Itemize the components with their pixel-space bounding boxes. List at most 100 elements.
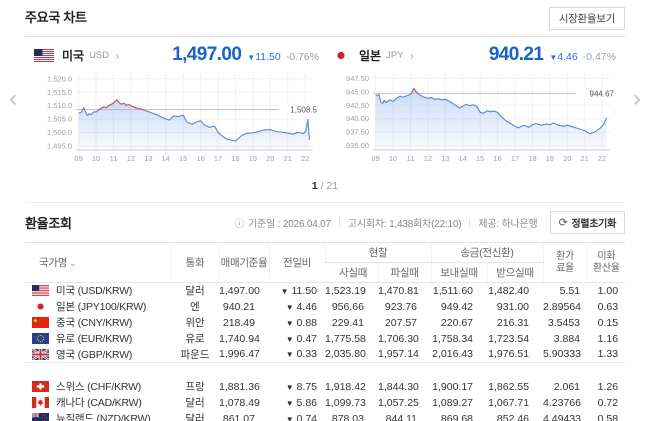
group-divider [25,362,626,379]
svg-text:940.00: 940.00 [346,114,369,123]
table-row[interactable]: 중국 (CNY/KRW) 위안 218.49 ▼ 0.88 229.41 207… [25,315,625,331]
svg-text:1,520.0: 1,520.0 [47,74,72,83]
cash-buy-value: 2,035.80 [325,348,366,361]
usd-conversion-value: 1.33 [597,348,619,361]
svg-text:17: 17 [511,154,519,163]
country-pair-label[interactable]: 뉴질랜드 (NZD/KRW) [56,413,151,421]
header-country-sort[interactable]: 국가명 ⌄ [25,242,171,283]
chart-change: ▼4.46 [549,51,578,63]
svg-text:16: 16 [493,154,501,163]
table-row[interactable]: 유로 (EUR/KRW) 유로 1,740.94 ▼ 0.47 1,775.58… [25,331,625,347]
currency-name: 달러 [185,413,205,421]
country-pair-label[interactable]: 캐나다 (CAD/KRW) [56,397,142,409]
header-currency: 통화 [170,242,219,283]
round-label: 고시회차: 1,438회차(22:10) [347,219,462,230]
country-pair-label[interactable]: 스위스 (CHF/KRW) [56,381,142,393]
pagination-total: / 21 [320,180,339,192]
down-arrow-icon: ▼ [247,53,256,62]
chevron-left-icon: ‹ [9,84,17,112]
wire-receive-value: 931.00 [496,300,530,313]
base-rate-value: 1,881.36 [219,380,260,393]
country-pair-label[interactable]: 일본 (JPY100/KRW) [56,301,147,313]
svg-text:13: 13 [441,154,449,163]
table-row[interactable]: 미국 (USD/KRW) 달러 1,497.00 ▼ 11.50 1,523.1… [25,283,625,299]
table-row[interactable]: 뉴질랜드 (NZD/KRW) 달러 861.07 ▼ 0.74 878.03 8… [25,411,625,421]
divider [469,218,471,227]
down-arrow-icon: ▼ [285,350,294,360]
market-rates-button[interactable]: 시장환율보기 [548,7,625,30]
wire-send-value: 1,511.60 [432,284,474,297]
cash-buy-value: 1,775.58 [325,332,366,345]
country-pair-label[interactable]: 유로 (EUR/KRW) [56,333,133,345]
svg-text:15: 15 [179,154,187,163]
svg-text:13: 13 [144,154,152,163]
wire-receive-value: 1,067.71 [488,396,530,409]
chart-card-header[interactable]: 미국 USD › 1,497.00 ▼11.50 -0.76% [34,43,319,67]
down-arrow-icon: ▼ [285,398,294,408]
nz-flag-icon [32,413,49,421]
chevron-right-icon: › [115,47,120,63]
currency-name: 달러 [185,397,205,409]
down-arrow-icon: ▼ [285,334,294,344]
us-flag-icon [32,285,49,297]
cash-buy-value: 1,523.19 [325,284,366,297]
table-row[interactable]: 영국 (GBP/KRW) 파운드 1,996.47 ▼ 0.33 2,035.8… [25,347,625,363]
currency-name: 달러 [185,285,205,298]
chart-card-header[interactable]: 일본 JPY › 940.21 ▼4.46 -0.47% [331,43,616,67]
wire-receive-value: 852.46 [496,412,530,421]
wire-receive-value: 1,976.51 [488,348,530,361]
country-pair-label[interactable]: 중국 (CNY/KRW) [56,317,133,329]
chart-price: 940.21 [488,44,544,65]
svg-text:20: 20 [563,154,571,163]
currency-name: 유로 [185,333,205,345]
base-rate-value: 1,996.47 [219,348,260,361]
usd-conversion-value: 1.00 [597,284,619,297]
eu-flag-icon [32,333,49,344]
pagination-current: 1 [311,180,318,192]
change-value: ▼ 11.50 [280,284,317,297]
fee-rate-value: 5.90333 [543,348,581,361]
wire-receive-value: 1,723.54 [488,332,530,345]
down-arrow-icon: ▼ [285,414,294,421]
wire-receive-value: 1,482.40 [488,284,530,297]
chevron-right-icon: › [633,84,641,112]
svg-text:947.50: 947.50 [346,74,369,83]
jpy-chart-card: 일본 JPY › 940.21 ▼4.46 -0.47% 944.67 935.… [331,41,616,170]
country-pair-label[interactable]: 영국 (GBP/KRW) [56,348,133,361]
svg-text:937.50: 937.50 [346,128,369,137]
chart-carousel: ‹ 미국 USD › 1,497.00 ▼11.50 -0.76% [0,37,650,170]
base-rate-value: 1,497.00 [219,284,260,297]
table-row[interactable]: 스위스 (CHF/KRW) 프랑 1,881.36 ▼ 8.75 1,918.4… [25,379,625,395]
change-value: ▼ 8.75 [285,380,317,393]
change-value: ▼ 4.46 [285,300,317,313]
change-value: ▼ 0.74 [269,411,325,421]
base-rate-value: 1,078.49 [219,396,260,409]
svg-text:09: 09 [74,154,82,163]
header-cash-buy: 사실때 [325,262,378,283]
svg-text:11: 11 [110,154,118,163]
jp-flag-icon [32,301,49,312]
sort-reset-button[interactable]: ⟳ 정렬초기화 [549,211,625,234]
carousel-next-button[interactable]: › [628,41,646,170]
table-row[interactable]: 캐나다 (CAD/KRW) 달러 1,078.49 ▼ 5.86 1,099.7… [25,395,625,411]
header-cash-group: 현찰 [324,242,432,263]
section-divider [25,36,625,37]
down-arrow-icon: ▼ [285,302,294,312]
jp-flag-icon [331,48,351,62]
sort-down-icon: ⌄ [69,258,77,268]
usd-conversion-value: 1.16 [597,332,619,345]
down-arrow-icon: ▼ [285,318,294,328]
wire-receive-value: 216.31 [496,316,530,329]
svg-text:10: 10 [92,154,100,163]
header-base-rate: 매매기준율 [218,242,269,283]
header-change: 전일비 [268,242,325,283]
country-pair-label[interactable]: 미국 (USD/KRW) [56,285,133,298]
currency-name: 프랑 [185,381,205,393]
chart-change-pct: -0.76% [285,51,319,63]
carousel-prev-button[interactable]: ‹ [4,41,22,170]
svg-text:17: 17 [214,154,222,163]
table-row[interactable]: 일본 (JPY100/KRW) 엔 940.21 ▼ 4.46 956.66 9… [25,299,625,315]
currency-name: 파운드 [180,348,210,361]
down-arrow-icon: ▼ [285,382,294,392]
ch-flag-icon [32,381,49,392]
